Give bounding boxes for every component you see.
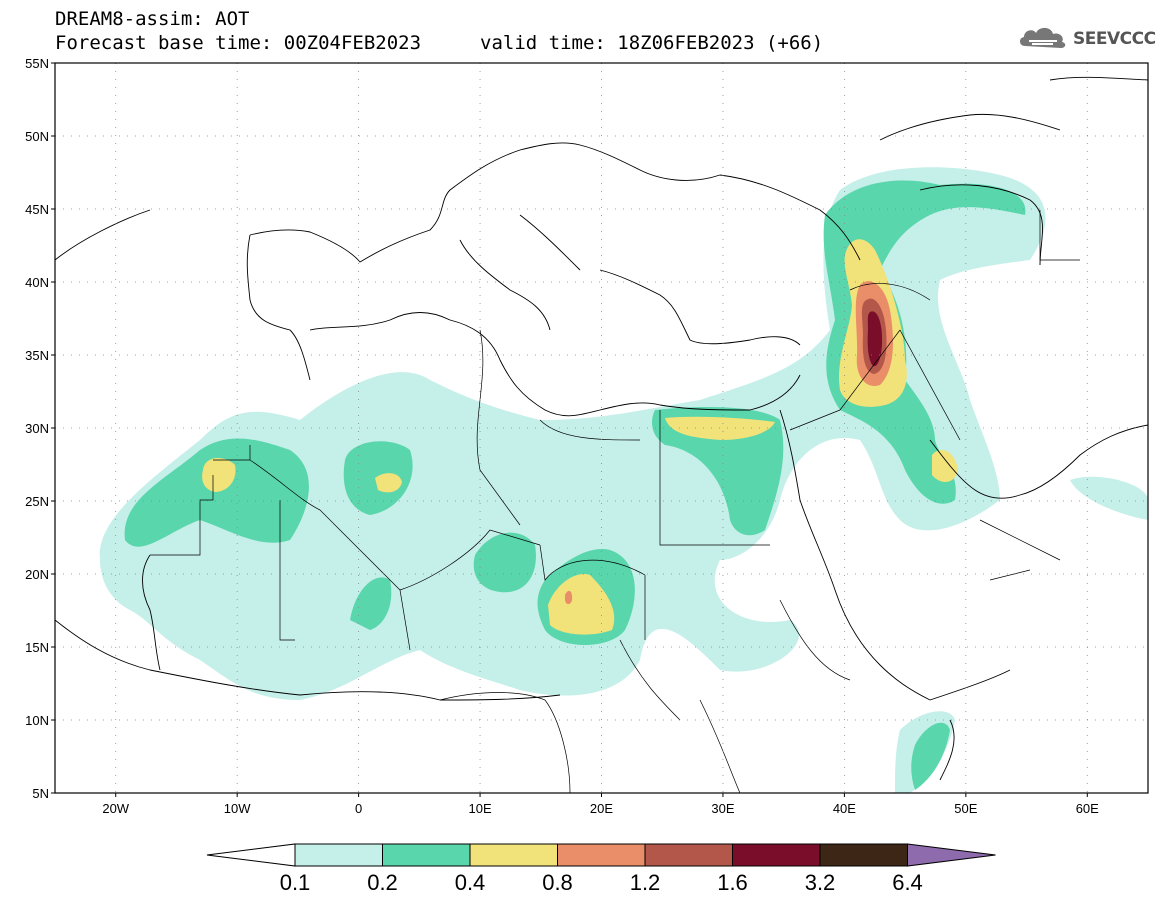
colorbar	[206, 843, 996, 867]
colorbar-label: 0.1	[279, 870, 311, 895]
colorbar-segment	[382, 843, 471, 867]
axis-labels: 55N 50N 45N 40N 35N 30N 25N 20N 15N 10N 5N 20W 10W 0 1…	[25, 56, 1099, 816]
lon-label: 0	[355, 801, 362, 816]
lat-label: 40N	[25, 275, 49, 290]
colorbar-segment	[732, 843, 821, 867]
colorbar-segment	[294, 843, 383, 867]
lon-label: 30E	[711, 801, 734, 816]
graticule	[55, 63, 1148, 793]
colorbar-label: 0.2	[367, 870, 398, 895]
colorbar-segment	[644, 843, 733, 867]
seevccc-logo: SEEVCCC	[1017, 24, 1156, 54]
aot-field	[99, 167, 1148, 793]
lon-label: 20W	[102, 801, 129, 816]
colorbar-segment	[819, 843, 908, 867]
base-time: Forecast base time: 00Z04FEB2023	[55, 32, 422, 54]
colorbar-label: 1.2	[629, 870, 661, 895]
lat-label: 25N	[25, 494, 49, 509]
colorbar-under-arrow	[206, 843, 296, 867]
colorbar-segment	[469, 843, 558, 867]
logo-text: SEEVCCC	[1073, 29, 1156, 49]
valid-time: valid time: 18Z06FEB2023 (+66)	[480, 32, 824, 54]
lon-label: 10E	[468, 801, 491, 816]
lat-label: 10N	[25, 713, 49, 728]
lat-label: 45N	[25, 202, 49, 217]
lat-label: 5N	[32, 786, 49, 801]
colorbar-label: 1.6	[717, 870, 748, 895]
colorbar-label: 6.4	[892, 870, 923, 895]
coastlines	[55, 76, 1148, 781]
lat-label: 20N	[25, 567, 49, 582]
lat-label: 35N	[25, 348, 49, 363]
lon-label: 40E	[833, 801, 856, 816]
lat-label: 15N	[25, 640, 49, 655]
country-borders	[150, 210, 1080, 793]
colorbar-label: 0.4	[454, 870, 486, 895]
lat-label: 30N	[25, 421, 49, 436]
lat-label: 55N	[25, 56, 49, 71]
lon-label: 20E	[590, 801, 613, 816]
lon-label: 10W	[224, 801, 251, 816]
map-title: DREAM8-assim: AOT	[55, 8, 250, 30]
lon-label: 50E	[954, 801, 977, 816]
colorbar-segment	[557, 843, 646, 867]
lat-label: 50N	[25, 129, 49, 144]
cloud-icon	[1017, 24, 1069, 54]
map-frame	[54, 62, 1149, 794]
lon-label: 60E	[1076, 801, 1099, 816]
aot-level-1.6	[867, 311, 883, 367]
colorbar-label: 0.8	[542, 870, 573, 895]
colorbar-label: 3.2	[804, 870, 836, 895]
colorbar-over-arrow	[907, 843, 996, 867]
